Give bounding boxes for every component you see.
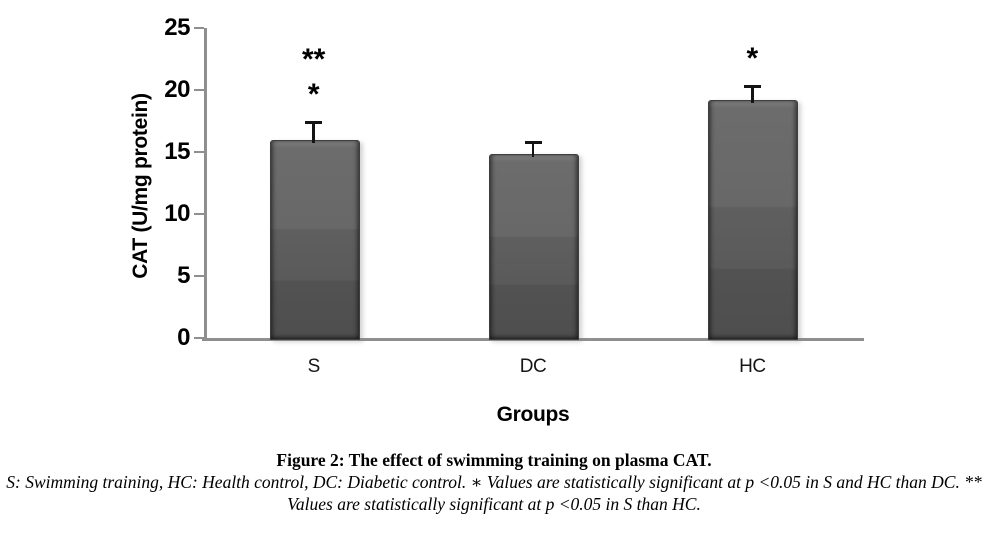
significance-marker-HC-0: *: [746, 42, 759, 76]
error-bar-line-DC: [531, 142, 535, 158]
bar-S: [269, 139, 360, 340]
error-bar-cap-DC: [524, 141, 542, 145]
category-label-S: S: [307, 356, 321, 377]
y-tick-mark-15: [194, 151, 204, 153]
caption-title: Figure 2: The effect of swimming trainin…: [276, 450, 712, 470]
significance-marker-S-0: **: [301, 43, 326, 77]
x-axis-title: Groups: [496, 403, 570, 426]
y-tick-label-5: 5: [177, 262, 190, 289]
y-tick-mark-10: [194, 213, 204, 215]
category-label-DC: DC: [519, 356, 547, 377]
y-tick-mark-25: [194, 27, 204, 29]
y-tick-mark-0: [194, 337, 204, 339]
y-tick-label-0: 0: [177, 324, 190, 351]
significance-marker-S-1: *: [307, 78, 320, 112]
error-bar-cap-HC: [743, 85, 761, 89]
y-tick-label-10: 10: [164, 200, 190, 227]
caption-note-line-1: S: Swimming training, HC: Health control…: [6, 472, 982, 492]
y-tick-label-20: 20: [164, 76, 190, 103]
figure-caption: Figure 2: The effect of swimming trainin…: [0, 449, 988, 515]
bar-DC: [489, 154, 579, 340]
y-tick-label-25: 25: [164, 14, 190, 41]
error-bar-cap-S: [305, 121, 323, 125]
y-tick-mark-20: [194, 89, 204, 91]
error-bar-line-HC: [751, 86, 754, 103]
caption-note-line-2: Values are statistically significant at …: [287, 494, 701, 514]
y-tick-label-15: 15: [164, 138, 190, 165]
error-bar-line-S: [312, 122, 315, 143]
category-label-HC: HC: [739, 356, 766, 377]
bar-HC: [708, 99, 799, 340]
y-tick-mark-5: [194, 275, 204, 277]
y-axis-line: [204, 28, 207, 341]
y-axis-title: CAT (U/mg protein): [129, 93, 152, 279]
